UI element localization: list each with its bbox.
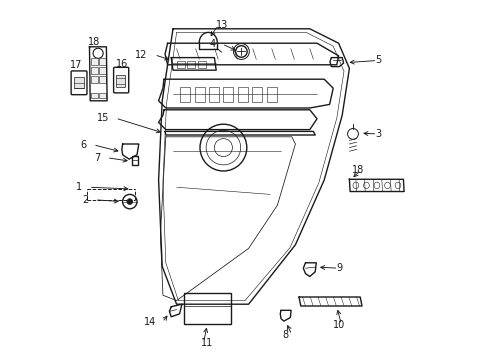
Bar xyxy=(176,61,185,68)
Text: 17: 17 xyxy=(71,60,83,70)
Bar xyxy=(74,77,84,88)
Text: 13: 13 xyxy=(216,20,228,30)
Ellipse shape xyxy=(353,182,359,189)
Text: 5: 5 xyxy=(375,55,381,66)
FancyBboxPatch shape xyxy=(71,71,87,95)
Text: 8: 8 xyxy=(282,330,289,340)
Bar xyxy=(184,293,231,324)
Text: 18: 18 xyxy=(352,165,365,175)
Bar xyxy=(238,87,248,102)
Circle shape xyxy=(127,199,133,204)
Bar xyxy=(187,61,196,68)
Bar xyxy=(252,87,262,102)
Text: 15: 15 xyxy=(97,113,109,123)
Bar xyxy=(209,87,219,102)
Bar xyxy=(91,58,98,65)
Bar xyxy=(91,76,98,83)
Bar xyxy=(132,156,138,165)
Text: 18: 18 xyxy=(88,37,100,48)
Bar xyxy=(99,58,106,65)
Text: 2: 2 xyxy=(82,195,88,205)
Bar xyxy=(99,93,106,98)
Bar xyxy=(91,93,98,98)
Text: 14: 14 xyxy=(144,317,156,327)
Bar xyxy=(267,87,277,102)
Text: 11: 11 xyxy=(201,338,213,348)
Text: 4: 4 xyxy=(209,39,216,49)
Bar xyxy=(99,67,106,74)
Bar xyxy=(180,87,190,102)
Text: 3: 3 xyxy=(375,129,381,139)
Ellipse shape xyxy=(385,182,391,189)
Bar xyxy=(91,67,98,74)
Text: 12: 12 xyxy=(135,50,148,60)
Text: 9: 9 xyxy=(336,263,342,273)
Bar xyxy=(198,61,206,68)
Bar xyxy=(223,87,233,102)
Bar xyxy=(99,76,106,83)
FancyBboxPatch shape xyxy=(114,67,129,93)
Ellipse shape xyxy=(364,182,369,189)
Text: 6: 6 xyxy=(80,140,87,150)
Text: 10: 10 xyxy=(333,320,345,330)
Bar xyxy=(117,75,125,87)
Bar xyxy=(195,87,205,102)
Text: 16: 16 xyxy=(116,59,128,69)
Ellipse shape xyxy=(395,182,401,189)
Ellipse shape xyxy=(374,182,380,189)
Text: 1: 1 xyxy=(76,182,82,192)
Text: 7: 7 xyxy=(94,153,100,163)
